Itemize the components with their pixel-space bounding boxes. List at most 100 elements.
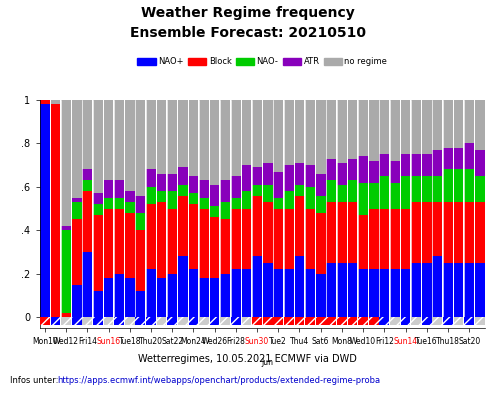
Bar: [475, 263, 485, 317]
Bar: [103, 198, 113, 208]
Bar: [464, 144, 474, 170]
Bar: [284, 317, 294, 325]
Bar: [252, 167, 262, 185]
Bar: [316, 213, 326, 274]
Bar: [189, 204, 198, 269]
Bar: [50, 100, 60, 104]
Bar: [369, 161, 379, 182]
Bar: [231, 269, 241, 317]
Bar: [210, 100, 219, 185]
Bar: [443, 100, 453, 148]
Bar: [337, 185, 347, 202]
Bar: [210, 206, 219, 217]
Bar: [167, 174, 177, 191]
Bar: [40, 100, 50, 104]
Bar: [358, 317, 368, 325]
Bar: [411, 176, 421, 202]
Legend: NAO+, Block, NAO-, ATR, no regime: NAO+, Block, NAO-, ATR, no regime: [134, 54, 391, 70]
Bar: [347, 180, 357, 202]
Bar: [337, 100, 347, 163]
Bar: [61, 230, 71, 313]
Bar: [242, 317, 251, 325]
Bar: [454, 170, 463, 202]
Bar: [242, 165, 251, 191]
Bar: [178, 100, 188, 167]
Bar: [411, 100, 421, 154]
Bar: [210, 278, 219, 317]
Bar: [411, 317, 421, 325]
Bar: [347, 159, 357, 180]
Bar: [146, 170, 156, 187]
Bar: [157, 100, 166, 174]
Bar: [263, 185, 273, 202]
Bar: [316, 317, 326, 325]
Bar: [93, 215, 103, 291]
Bar: [242, 100, 251, 165]
Bar: [358, 215, 368, 269]
Bar: [337, 317, 347, 325]
Bar: [454, 202, 463, 263]
Bar: [167, 191, 177, 208]
Bar: [380, 208, 389, 269]
Bar: [316, 174, 326, 196]
Bar: [242, 191, 251, 208]
Bar: [284, 208, 294, 269]
Bar: [189, 100, 198, 176]
Bar: [380, 176, 389, 208]
Bar: [475, 176, 485, 202]
Bar: [475, 202, 485, 263]
Bar: [422, 263, 432, 317]
Bar: [263, 100, 273, 163]
Bar: [464, 100, 474, 144]
Bar: [347, 263, 357, 317]
Bar: [326, 317, 336, 325]
Bar: [295, 196, 304, 256]
Bar: [220, 202, 230, 220]
Bar: [369, 208, 379, 269]
Bar: [125, 100, 135, 191]
Bar: [380, 317, 389, 325]
Text: Infos unter:: Infos unter:: [10, 376, 61, 385]
Bar: [273, 269, 283, 317]
Bar: [263, 317, 273, 325]
Bar: [273, 172, 283, 198]
Bar: [210, 185, 219, 206]
Bar: [443, 148, 453, 170]
Bar: [50, 317, 60, 325]
Bar: [454, 263, 463, 317]
Bar: [273, 100, 283, 172]
Bar: [136, 100, 145, 196]
Bar: [125, 317, 135, 325]
Bar: [157, 191, 166, 202]
Text: Ensemble Forecast: 20210510: Ensemble Forecast: 20210510: [130, 26, 365, 40]
Bar: [83, 252, 92, 317]
Bar: [284, 191, 294, 208]
Bar: [252, 317, 262, 325]
Bar: [61, 100, 71, 226]
Bar: [347, 100, 357, 159]
Bar: [454, 317, 463, 325]
Bar: [40, 317, 50, 325]
Bar: [326, 180, 336, 202]
Bar: [305, 208, 315, 269]
Bar: [454, 148, 463, 170]
Bar: [83, 180, 92, 191]
Bar: [157, 317, 166, 325]
Bar: [369, 269, 379, 317]
Bar: [93, 100, 103, 193]
Bar: [178, 256, 188, 317]
Bar: [263, 163, 273, 185]
Bar: [231, 317, 241, 325]
Bar: [83, 191, 92, 252]
Bar: [369, 317, 379, 325]
Bar: [103, 278, 113, 317]
Bar: [305, 269, 315, 317]
Bar: [136, 213, 145, 230]
Text: Wetterregimes, 10.05.2021 ECMWF via DWD: Wetterregimes, 10.05.2021 ECMWF via DWD: [138, 354, 357, 364]
Bar: [347, 317, 357, 325]
Bar: [411, 154, 421, 176]
Bar: [72, 100, 82, 198]
Bar: [72, 198, 82, 202]
Bar: [380, 154, 389, 176]
Bar: [284, 269, 294, 317]
